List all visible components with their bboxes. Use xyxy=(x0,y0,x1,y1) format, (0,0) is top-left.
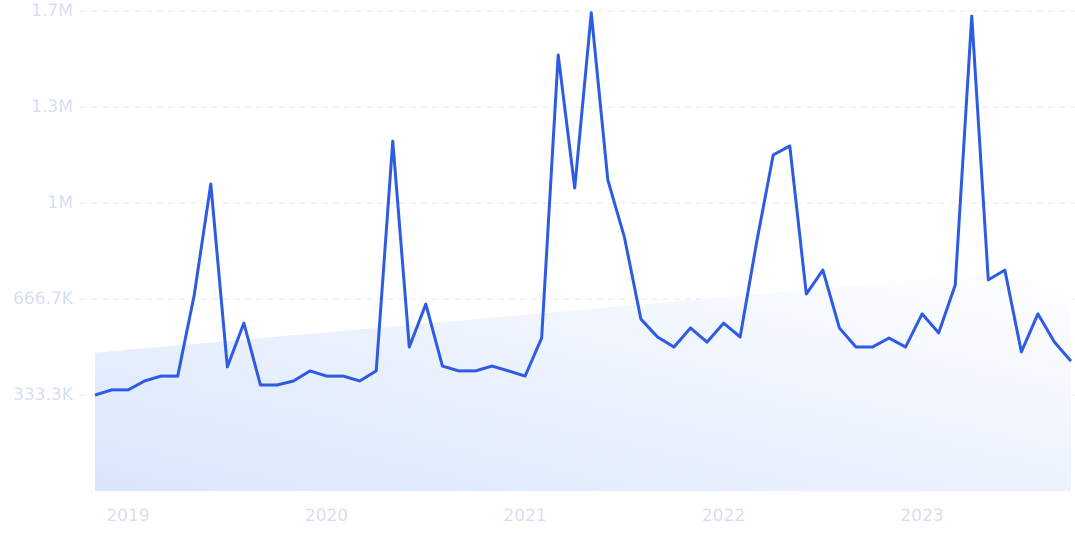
x-tick-label: 2020 xyxy=(305,506,348,526)
x-tick-label: 2023 xyxy=(900,506,943,526)
line xyxy=(94,11,1073,397)
y-tick-label: 1M xyxy=(48,193,73,213)
y-tick-label: 1.3M xyxy=(31,97,73,117)
x-tick-label: 2022 xyxy=(702,506,745,526)
x-tick-label: 2019 xyxy=(106,506,149,526)
y-tick-label: 1.7M xyxy=(31,1,73,21)
y-tick-label: 666.7K xyxy=(13,289,74,309)
y-tick-label: 333.3K xyxy=(13,385,74,405)
trend-area xyxy=(95,266,1071,491)
x-tick-label: 2021 xyxy=(503,506,546,526)
